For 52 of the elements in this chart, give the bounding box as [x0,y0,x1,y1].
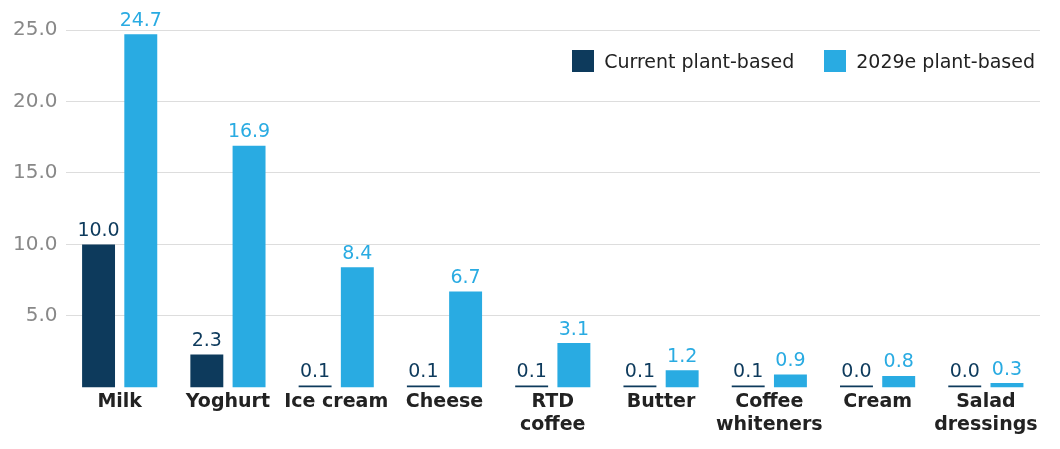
bar [990,383,1024,388]
y-tick-label: 10.0 [13,230,58,255]
data-label: 0.3 [991,356,1023,379]
x-tick-label: Milk [97,388,143,411]
data-label: 10.0 [77,217,120,240]
y-tick-label: 15.0 [13,159,58,184]
bar [731,385,765,388]
x-tick-label: Ice cream [284,388,389,411]
data-label: 0.0 [841,358,872,381]
data-label: 2.3 [191,327,222,350]
bar [882,375,916,388]
bar [773,374,807,388]
data-label: 1.2 [667,343,698,366]
x-tick-label: Yoghurt [184,388,271,411]
data-label: 0.8 [883,349,914,372]
data-label: 0.9 [775,347,806,370]
bar [340,267,374,388]
bar [82,244,116,388]
x-tick-label: Butter [626,388,696,411]
bar [124,34,158,388]
data-label: 0.1 [299,358,331,381]
bar [623,385,657,388]
x-tick-label: Coffee whiteners [715,388,823,434]
x-tick-label: Cheese [405,388,484,411]
bar [190,354,224,388]
legend-label: Current plant-based [604,50,795,72]
data-label: 0.1 [516,358,547,381]
data-label: 8.4 [342,240,373,263]
data-label: 0.1 [408,358,439,381]
bar [665,370,699,388]
bar [232,145,266,388]
y-tick-label: 25.0 [13,16,58,41]
data-label: 6.7 [450,265,481,288]
bar [515,385,549,388]
data-label: 0.1 [733,358,764,381]
bar [406,385,440,388]
x-tick-label: Cream [843,388,912,411]
y-tick-label: 5.0 [25,302,58,327]
data-label: 0.0 [949,358,980,381]
bar [557,343,591,388]
bar [840,385,873,388]
x-tick-label: RTD coffee [520,388,586,434]
data-label: 24.7 [119,7,162,30]
legend-label: 2029e plant-based [856,50,1035,72]
data-label: 0.1 [624,358,656,381]
bar [298,385,332,388]
y-tick-label: 20.0 [13,87,58,112]
bar [449,291,483,388]
data-label: 3.1 [558,316,589,339]
bar [948,385,982,388]
x-tick-label: Salad dressings [934,388,1038,434]
data-label: 16.9 [227,119,271,142]
